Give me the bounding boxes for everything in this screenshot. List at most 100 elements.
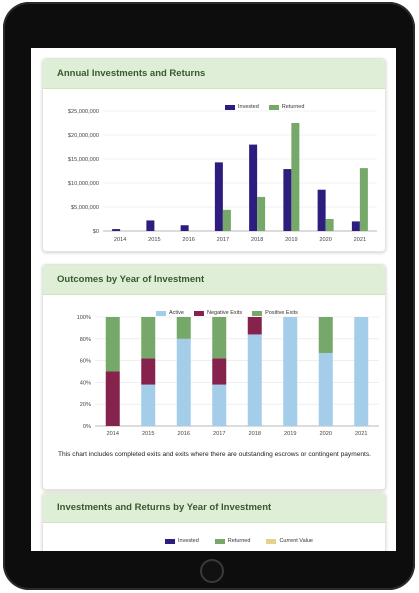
legend-label: Returned xyxy=(227,538,251,544)
legend-swatch xyxy=(214,538,225,544)
y-tick-label: $10,000,000 xyxy=(68,181,99,187)
y-tick-label: $15,000,000 xyxy=(68,157,99,163)
bar-returned-2017 xyxy=(222,209,231,231)
x-tick-label: 2020 xyxy=(320,431,332,437)
chart-legend: Invested Returned Current Value xyxy=(165,538,313,544)
bar-returned-2019 xyxy=(291,123,300,231)
legend-item-invested[interactable]: Invested xyxy=(225,104,259,110)
investments-returns-card: Investments and Returns by Year of Inves… xyxy=(42,492,386,551)
card-header: Outcomes by Year of Investment xyxy=(43,265,385,295)
bar-segment-active-2016 xyxy=(176,338,191,426)
card-body: Invested Returned Current Value xyxy=(43,523,385,551)
card-header: Annual Investments and Returns xyxy=(43,59,385,89)
card-title: Outcomes by Year of Investment xyxy=(57,274,205,285)
bar-invested-2015 xyxy=(146,220,155,231)
legend-label: Active xyxy=(169,310,184,316)
bar-returned-2018 xyxy=(257,196,266,231)
x-tick-label: 2014 xyxy=(114,237,126,243)
x-tick-label: 2018 xyxy=(251,237,263,243)
legend-swatch xyxy=(165,538,175,544)
legend-swatch xyxy=(266,538,277,544)
y-tick-label: 60% xyxy=(80,359,91,365)
x-tick-label: 2014 xyxy=(107,431,119,437)
screen: Annual Investments and Returns Invested … xyxy=(31,48,396,551)
legend-swatch xyxy=(156,310,166,316)
legend-swatch xyxy=(252,310,263,316)
bar-returned-2021 xyxy=(359,168,368,231)
bar-segment-positive-exits-2014 xyxy=(105,317,120,372)
y-tick-label: $25,000,000 xyxy=(68,109,99,115)
chart-note: This chart includes completed exits and … xyxy=(58,451,372,458)
bar-segment-negative-exits-2018 xyxy=(247,317,262,335)
legend-label: Invested xyxy=(178,538,199,544)
legend-item-negative-exits[interactable]: Negative Exits xyxy=(193,310,243,316)
legend-label: Current Value xyxy=(279,538,313,544)
y-tick-label: $0 xyxy=(93,229,99,235)
x-tick-label: 2021 xyxy=(354,237,366,243)
annual-investments-card: Annual Investments and Returns Invested … xyxy=(42,58,386,252)
legend-item-returned[interactable]: Returned xyxy=(214,538,251,544)
outcomes-chart: 0% 20% 40% 60% 80% 100% 2014 2015 2016 2017 2018 20… xyxy=(77,315,379,437)
bar-segment-active-2021 xyxy=(354,317,369,426)
x-tick-label: 2021 xyxy=(355,431,367,437)
legend-item-current-value[interactable]: Current Value xyxy=(266,538,313,544)
legend-item-invested[interactable]: Invested xyxy=(165,538,199,544)
tablet-frame: Annual Investments and Returns Invested … xyxy=(3,2,415,590)
bar-segment-active-2018 xyxy=(247,334,262,426)
x-tick-label: 2016 xyxy=(178,431,190,437)
y-tick-label: $5,000,000 xyxy=(71,205,99,211)
bar-invested-2017 xyxy=(214,162,223,231)
bar-segment-negative-exits-2017 xyxy=(212,358,227,385)
annual-chart: $0 $5,000,000 $10,000,000 $15,000,000 $20,00… xyxy=(68,109,377,243)
legend-swatch xyxy=(225,104,235,110)
bar-invested-2020 xyxy=(317,189,326,231)
x-tick-label: 2020 xyxy=(319,237,331,243)
card-body: Invested Returned $0 $5,000,000 $10,000,00… xyxy=(43,89,385,251)
x-tick-label: 2016 xyxy=(182,237,194,243)
bar-segment-positive-exits-2020 xyxy=(318,317,333,353)
bar-segment-active-2015 xyxy=(141,384,156,426)
chart-legend: Invested Returned xyxy=(225,104,304,110)
legend-label: Negative Exits xyxy=(206,310,243,316)
y-tick-label: 20% xyxy=(80,402,91,408)
y-tick-label: $20,000,000 xyxy=(68,133,99,139)
bar-segment-negative-exits-2014 xyxy=(105,371,120,426)
y-tick-label: 0% xyxy=(83,424,91,430)
legend-item-returned[interactable]: Returned xyxy=(268,104,305,110)
x-tick-label: 2017 xyxy=(217,237,229,243)
home-button[interactable] xyxy=(200,559,224,583)
legend-item-active[interactable]: Active xyxy=(156,310,184,316)
x-tick-label: 2015 xyxy=(142,431,154,437)
bar-invested-2016 xyxy=(180,225,189,231)
x-tick-label: 2019 xyxy=(284,431,296,437)
card-title: Annual Investments and Returns xyxy=(57,68,206,79)
bar-invested-2019 xyxy=(283,169,292,231)
bar-segment-positive-exits-2016 xyxy=(176,317,191,339)
legend-item-positive-exits[interactable]: Positive Exits xyxy=(252,310,298,316)
card-header: Investments and Returns by Year of Inves… xyxy=(43,493,385,523)
y-tick-label: 40% xyxy=(80,380,91,386)
bar-returned-2020 xyxy=(325,219,334,231)
legend-label: Returned xyxy=(281,104,305,110)
bar-invested-2021 xyxy=(351,221,360,231)
legend-swatch xyxy=(268,104,279,110)
bar-segment-positive-exits-2017 xyxy=(212,317,227,359)
bar-invested-2014 xyxy=(112,229,121,231)
card-title: Investments and Returns by Year of Inves… xyxy=(57,502,272,513)
legend-swatch xyxy=(193,310,204,316)
bar-segment-positive-exits-2015 xyxy=(141,317,156,359)
outcomes-card: Outcomes by Year of Investment Active Ne… xyxy=(42,264,386,490)
card-body: Active Negative Exits Positive Exits 0% 2… xyxy=(43,295,385,489)
bar-segment-negative-exits-2015 xyxy=(141,358,156,385)
x-tick-label: 2018 xyxy=(249,431,261,437)
bar-segment-active-2017 xyxy=(212,384,227,426)
bar-invested-2018 xyxy=(249,144,258,231)
x-tick-label: 2015 xyxy=(148,237,160,243)
legend-label: Positive Exits xyxy=(265,310,298,316)
chart-legend: Active Negative Exits Positive Exits xyxy=(156,310,298,316)
y-tick-label: 100% xyxy=(77,315,91,321)
bar-segment-active-2019 xyxy=(283,317,298,426)
x-tick-label: 2019 xyxy=(285,237,297,243)
y-tick-label: 80% xyxy=(80,337,91,343)
legend-label: Invested xyxy=(238,104,259,110)
